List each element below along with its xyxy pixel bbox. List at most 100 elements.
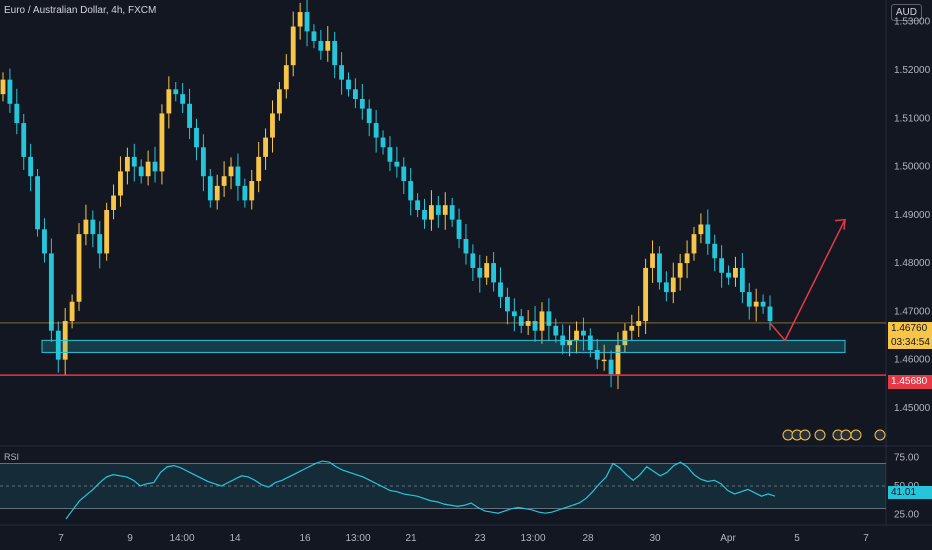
- event-marker-icon[interactable]: [874, 429, 886, 441]
- candle-body: [753, 301, 759, 307]
- candle-body: [28, 156, 34, 177]
- candle-body: [719, 258, 725, 273]
- candle-body: [69, 301, 75, 322]
- candle-countdown-tag: 03:34:54: [888, 336, 932, 349]
- candle-body: [408, 181, 414, 201]
- candle-body: [712, 243, 718, 259]
- candle-body: [297, 12, 303, 27]
- candle-body: [152, 161, 158, 172]
- candle-body: [505, 296, 510, 312]
- projection-arrow[interactable]: [769, 219, 846, 342]
- event-marker-icon[interactable]: [814, 429, 826, 441]
- time-axis-tick: 28: [582, 533, 594, 544]
- candle-body: [339, 65, 345, 80]
- candle-body: [726, 272, 731, 278]
- time-axis-tick: 23: [474, 533, 486, 544]
- price-axis-tick: 1.45000: [894, 403, 931, 414]
- candle-body: [394, 161, 400, 167]
- event-marker-icon[interactable]: [799, 429, 811, 441]
- candle-body: [670, 277, 676, 293]
- candle-body: [449, 205, 455, 220]
- candle-body: [194, 127, 199, 148]
- candle-body: [698, 224, 704, 235]
- candle-body: [249, 181, 255, 201]
- price-axis-tick: 1.47000: [894, 306, 931, 317]
- time-axis-tick: 5: [794, 533, 800, 544]
- candle-body: [263, 137, 268, 157]
- candle-body: [498, 282, 503, 297]
- time-axis-tick: 16: [299, 533, 311, 544]
- arrow-head: [834, 218, 846, 230]
- candle-body: [456, 219, 462, 239]
- support-zone[interactable]: [41, 339, 846, 353]
- candle-body: [325, 41, 331, 51]
- candle-body: [746, 292, 752, 307]
- currency-button[interactable]: AUD: [890, 4, 922, 21]
- candle-body: [684, 253, 690, 264]
- candle-body: [677, 263, 683, 278]
- candle-body: [290, 26, 296, 66]
- price-axis-tick: 1.53000: [894, 17, 931, 28]
- candle-body: [48, 253, 54, 331]
- price-axis-tick: 1.48000: [894, 258, 931, 269]
- candle-body: [691, 234, 697, 254]
- candle-body: [21, 123, 27, 157]
- candle-body: [435, 205, 441, 215]
- event-marker-icon[interactable]: [850, 429, 862, 441]
- candle-body: [622, 330, 628, 346]
- candle-body: [615, 345, 621, 375]
- candle-body: [532, 321, 538, 331]
- candle-body: [574, 330, 579, 341]
- time-axis-tick: 14: [229, 533, 241, 544]
- rsi-axis-tick: 75.00: [894, 453, 919, 464]
- candle-body: [760, 301, 766, 307]
- candle-body: [90, 219, 96, 235]
- candle-body: [124, 156, 130, 172]
- rsi-axis-tick: 25.00: [894, 509, 919, 520]
- candle-body: [733, 267, 738, 278]
- candle-body: [187, 103, 192, 128]
- time-axis-tick: 13:00: [520, 533, 545, 544]
- candle-body: [539, 311, 545, 331]
- candle-body: [525, 321, 531, 326]
- candle-body: [207, 176, 213, 201]
- candle-body: [352, 89, 358, 99]
- candle-body: [380, 137, 386, 148]
- candle-body: [518, 316, 524, 326]
- event-marker-icon[interactable]: [840, 429, 852, 441]
- candle-body: [311, 31, 317, 42]
- candle-body: [401, 166, 407, 182]
- candle-body: [159, 113, 165, 172]
- rsi-label: RSI: [4, 452, 20, 462]
- candle-body: [511, 311, 517, 317]
- chart-title: Euro / Australian Dollar, 4h, FXCM: [4, 5, 157, 16]
- rsi-line: [65, 460, 776, 520]
- time-axis-tick: 30: [649, 533, 661, 544]
- candle-body: [553, 325, 559, 336]
- candle-body: [83, 219, 89, 235]
- candle-body: [359, 98, 365, 109]
- time-axis-tick: 7: [58, 533, 64, 544]
- price-axis-tick: 1.46000: [894, 355, 931, 366]
- candle-body: [739, 267, 745, 293]
- candle-body: [76, 234, 82, 302]
- candle-body: [304, 12, 310, 32]
- candle-body: [276, 89, 282, 114]
- candle-body: [470, 253, 476, 268]
- candle-body: [42, 229, 47, 254]
- candle-body: [332, 41, 338, 66]
- candle-body: [636, 321, 642, 326]
- candle-body: [629, 325, 635, 331]
- candle-body: [97, 234, 103, 254]
- price-axis-tick: 1.49000: [894, 210, 931, 221]
- candle-body: [270, 113, 275, 138]
- candle-body: [138, 166, 144, 177]
- candle-body: [318, 41, 324, 51]
- candle-body: [608, 359, 614, 375]
- candle-body: [0, 79, 6, 95]
- candle-body: [581, 330, 586, 336]
- candle-body: [221, 176, 227, 186]
- time-axis-tick: Apr: [720, 533, 736, 544]
- candle-body: [242, 185, 248, 201]
